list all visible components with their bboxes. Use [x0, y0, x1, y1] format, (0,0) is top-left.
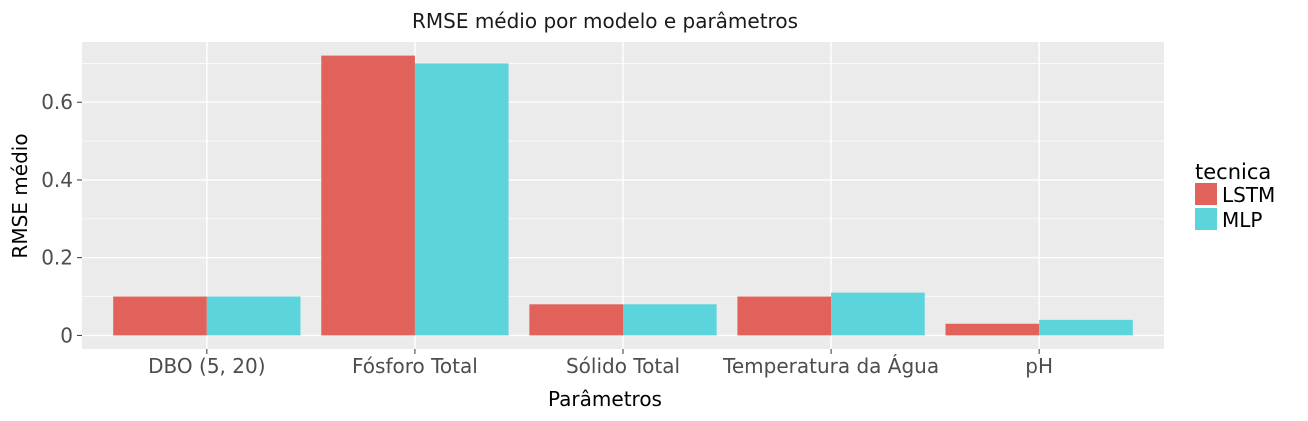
- x-tick-label: Sólido Total: [566, 354, 680, 378]
- x-tick-label: pH: [1025, 354, 1053, 378]
- legend-swatch-mlp: [1195, 208, 1217, 230]
- bar-lstm-0: [113, 296, 207, 336]
- y-tick-label: 0.2: [41, 246, 73, 270]
- bar-mlp-0: [206, 296, 301, 336]
- x-tick-label: DBO (5, 20): [148, 354, 265, 378]
- y-axis-title: RMSE médio: [8, 133, 32, 258]
- bar-lstm-3: [737, 296, 832, 336]
- bar-lstm-1: [321, 55, 415, 336]
- legend-label-mlp: MLP: [1222, 208, 1262, 232]
- y-tick-label: 0.4: [41, 168, 73, 192]
- legend-title: tecnica: [1195, 160, 1271, 184]
- bar-mlp-1: [414, 63, 509, 336]
- y-tick-label: 0.6: [41, 90, 73, 114]
- bar-mlp-3: [831, 292, 925, 336]
- legend-label-lstm: LSTM: [1222, 183, 1275, 207]
- bar-mlp-4: [1039, 319, 1133, 336]
- x-tick-label: Fósforo Total: [352, 354, 478, 378]
- legend-swatch-lstm: [1195, 183, 1217, 205]
- chart-title: RMSE médio por modelo e parâmetros: [412, 9, 798, 33]
- x-tick-label: Temperatura da Água: [722, 354, 939, 378]
- y-tick-label: 0: [60, 323, 73, 347]
- bars: [113, 55, 1133, 336]
- y-axis-ticks: 0 0.2 0.4 0.6: [41, 90, 82, 347]
- x-axis-ticks: DBO (5, 20) Fósforo Total Sólido Total Temp…: [148, 349, 1053, 378]
- bar-mlp-2: [623, 304, 717, 336]
- bar-lstm-2: [529, 304, 623, 336]
- bar-lstm-4: [945, 323, 1040, 336]
- x-axis-title: Parâmetros: [548, 387, 662, 411]
